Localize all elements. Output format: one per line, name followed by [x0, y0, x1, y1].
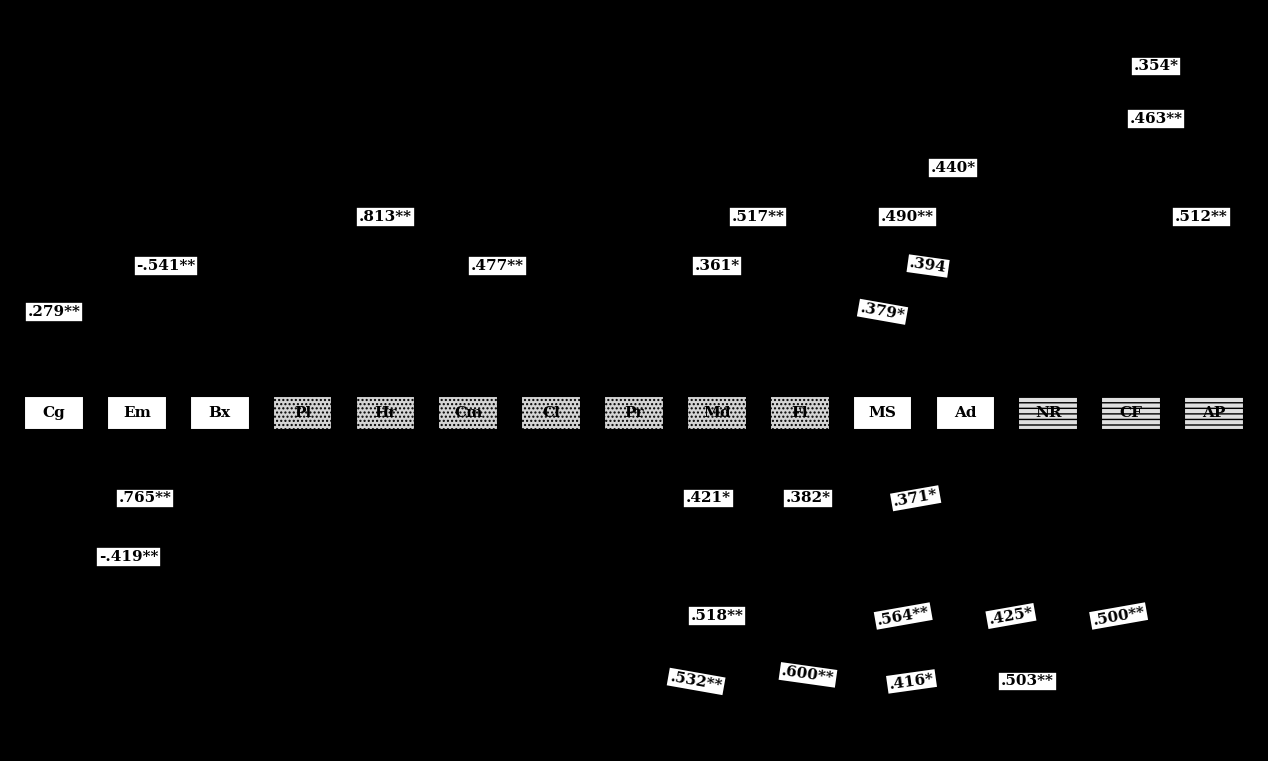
Text: .379*: .379* [860, 301, 905, 323]
Text: .813**: .813** [359, 210, 412, 224]
Text: Em: Em [123, 406, 151, 420]
FancyBboxPatch shape [190, 396, 250, 430]
FancyBboxPatch shape [521, 396, 581, 430]
Text: .765**: .765** [119, 492, 171, 505]
FancyBboxPatch shape [852, 396, 913, 430]
Text: .416*: .416* [888, 671, 935, 692]
Text: Cl: Cl [543, 406, 560, 420]
Text: Cm: Cm [454, 406, 483, 420]
FancyBboxPatch shape [107, 396, 167, 430]
Text: .518**: .518** [690, 609, 743, 623]
Text: .394: .394 [909, 256, 947, 275]
FancyBboxPatch shape [355, 396, 416, 430]
Text: Md: Md [702, 406, 730, 420]
Text: .440*: .440* [931, 161, 975, 175]
Text: .532**: .532** [670, 670, 723, 693]
Text: Bx: Bx [209, 406, 231, 420]
FancyBboxPatch shape [770, 396, 829, 430]
Text: .512**: .512** [1175, 210, 1227, 224]
Text: CF: CF [1120, 406, 1142, 420]
Text: .421*: .421* [686, 492, 732, 505]
Text: .371*: .371* [893, 488, 940, 509]
Text: Fl: Fl [791, 406, 808, 420]
Text: AP: AP [1202, 406, 1226, 420]
FancyBboxPatch shape [24, 396, 84, 430]
FancyBboxPatch shape [1184, 396, 1244, 430]
Text: .517**: .517** [732, 210, 785, 224]
Text: Cg: Cg [43, 406, 66, 420]
FancyBboxPatch shape [1101, 396, 1161, 430]
Text: .564**: .564** [876, 604, 931, 628]
Text: Hr: Hr [374, 406, 397, 420]
FancyBboxPatch shape [273, 396, 332, 430]
Text: .600**: .600** [781, 664, 836, 686]
Text: .382*: .382* [785, 492, 831, 505]
Text: .477**: .477** [470, 259, 524, 273]
Text: -.541**: -.541** [137, 259, 195, 273]
Text: Ad: Ad [954, 406, 976, 420]
Text: .279**: .279** [28, 305, 81, 319]
Text: .354*: .354* [1134, 59, 1178, 74]
Text: Pl: Pl [294, 406, 311, 420]
FancyBboxPatch shape [936, 396, 995, 430]
Text: NR: NR [1035, 406, 1061, 420]
Text: .500**: .500** [1092, 604, 1146, 628]
FancyBboxPatch shape [439, 396, 498, 430]
Text: MS: MS [869, 406, 896, 420]
Text: Pr: Pr [624, 406, 644, 420]
Text: .490**: .490** [881, 210, 933, 224]
Text: .503**: .503** [1000, 674, 1054, 689]
Text: .463**: .463** [1130, 112, 1182, 126]
Text: .361*: .361* [695, 259, 739, 273]
FancyBboxPatch shape [604, 396, 664, 430]
FancyBboxPatch shape [687, 396, 747, 430]
Text: -.419**: -.419** [99, 550, 158, 564]
FancyBboxPatch shape [1018, 396, 1078, 430]
Text: .425*: .425* [988, 605, 1035, 627]
